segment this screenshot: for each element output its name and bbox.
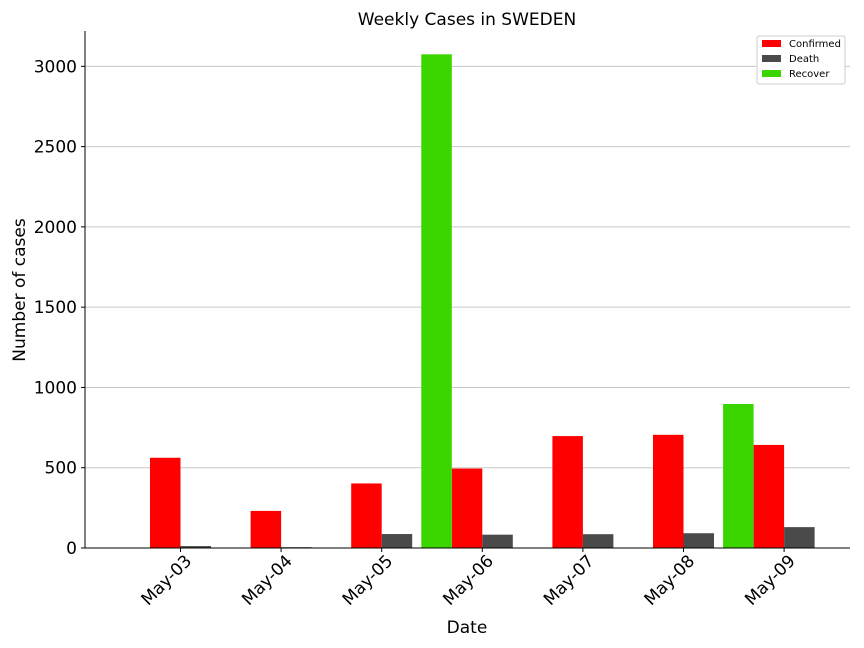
y-tick-label: 500: [45, 459, 77, 479]
chart-title: Weekly Cases in SWEDEN: [358, 10, 576, 30]
axes: [84, 31, 850, 549]
legend-swatch-death: [762, 55, 781, 62]
bar-death-may-09: [784, 527, 815, 548]
x-tick-label: May-07: [540, 551, 598, 609]
bars: [150, 54, 815, 548]
bar-confirmed-may-03: [150, 457, 181, 548]
y-tick-label: 3000: [34, 57, 77, 77]
legend-swatch-recover: [762, 70, 781, 77]
y-tick-label: 1500: [34, 298, 77, 318]
bar-death-may-07: [582, 534, 614, 548]
bar-recover-may-09: [723, 403, 754, 548]
legend-label-confirmed: Confirmed: [789, 39, 841, 50]
y-tick-label: 2500: [34, 138, 77, 158]
legend-label-recover: Recover: [789, 69, 830, 80]
legend: Confirmed Death Recover: [756, 35, 846, 85]
bar-confirmed-may-08: [653, 434, 684, 548]
x-ticks: May-03 May-04 May-05 May-06 May-07 May-08 May-…: [138, 548, 800, 610]
x-tick-label: May-03: [138, 551, 196, 609]
x-tick-label: May-04: [238, 551, 296, 609]
x-tick-label: May-05: [339, 551, 397, 609]
bar-confirmed-may-09: [753, 444, 785, 548]
bar-death-may-03: [180, 546, 211, 548]
bar-death-may-08: [683, 533, 714, 548]
bar-confirmed-may-05: [351, 483, 382, 548]
y-tick-label: 1000: [34, 378, 77, 398]
x-axis-title: Date: [447, 618, 488, 638]
legend-label-death: Death: [789, 54, 819, 65]
bar-confirmed-may-07: [552, 436, 583, 548]
y-tick-label: 0: [66, 539, 77, 559]
x-tick-label: May-06: [439, 551, 497, 609]
legend-swatch-confirmed: [762, 40, 781, 47]
bar-confirmed-may-06: [451, 468, 483, 548]
y-tick-label: 2000: [34, 218, 77, 238]
gridlines: [85, 65, 850, 469]
y-ticks: 0 500 1000 1500 2000 2500 3000: [34, 57, 85, 559]
bar-confirmed-may-04: [250, 510, 282, 548]
x-tick-label: May-08: [641, 551, 699, 609]
y-axis-title: Number of cases: [10, 218, 30, 362]
bar-recover-may-06: [421, 54, 452, 548]
bar-death-may-05: [381, 534, 413, 548]
x-tick-label: May-09: [741, 551, 799, 609]
bar-death-may-06: [482, 534, 513, 548]
